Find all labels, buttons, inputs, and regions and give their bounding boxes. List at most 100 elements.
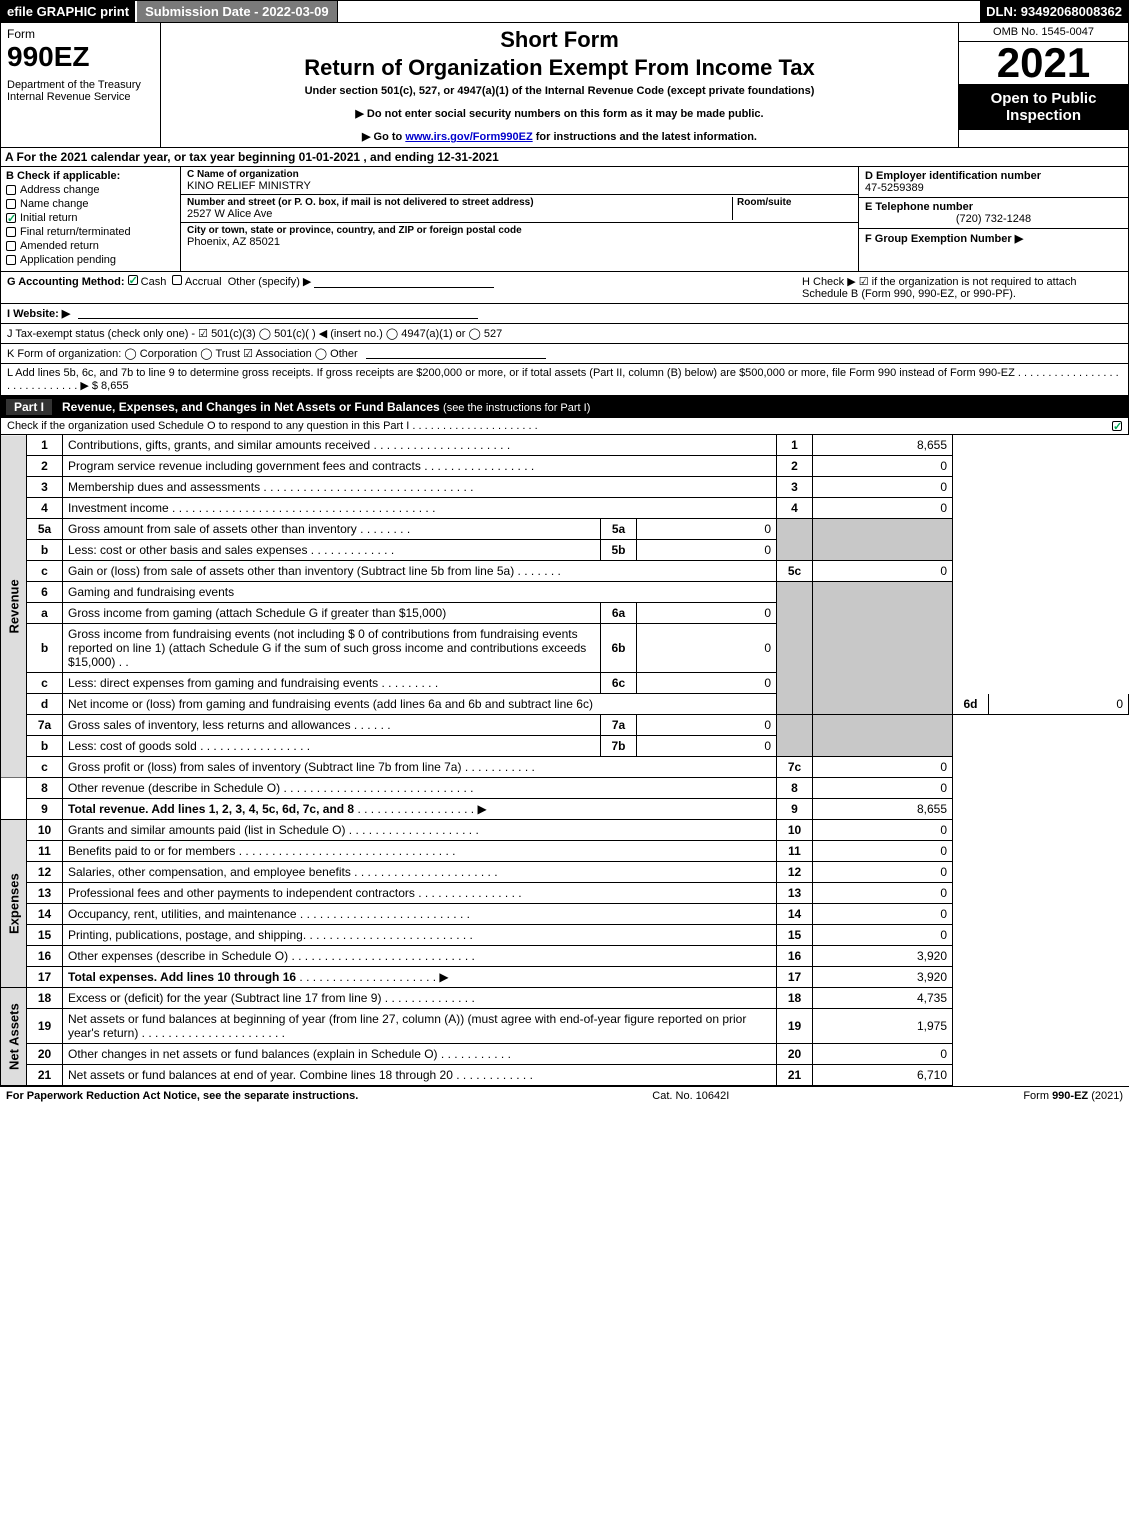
mid-value: 0 [637, 519, 777, 540]
line-20: 20Other changes in net assets or fund ba… [1, 1044, 1129, 1065]
line-3: 3 Membership dues and assessments . . . … [1, 477, 1129, 498]
ssn-note: ▶ Do not enter social security numbers o… [167, 107, 952, 120]
grey-cell [813, 519, 953, 561]
checkbox-icon [6, 185, 16, 195]
line-num: 11 [27, 841, 63, 862]
line-value: 0 [813, 862, 953, 883]
line-desc: Gross income from fundraising events (no… [68, 627, 586, 669]
line-4: 4 Investment income . . . . . . . . . . … [1, 498, 1129, 519]
cb-final-return[interactable]: Final return/terminated [6, 226, 175, 238]
line-desc: Net assets or fund balances at end of ye… [68, 1068, 453, 1082]
top-bar: efile GRAPHIC print Submission Date - 20… [0, 0, 1129, 23]
part-sub: (see the instructions for Part I) [443, 402, 590, 414]
street-address: 2527 W Alice Ave [187, 208, 732, 220]
line-16: 16Other expenses (describe in Schedule O… [1, 946, 1129, 967]
line-value: 0 [813, 820, 953, 841]
line-value: 0 [813, 757, 953, 778]
cb-amended[interactable]: Amended return [6, 240, 175, 252]
other-label: Other (specify) ▶ [228, 276, 312, 288]
line-num: a [27, 603, 63, 624]
cb-name-change[interactable]: Name change [6, 198, 175, 210]
line-ref: 9 [777, 799, 813, 820]
line-12: 12Salaries, other compensation, and empl… [1, 862, 1129, 883]
line-9: 9 Total revenue. Add lines 1, 2, 3, 4, 5… [1, 799, 1129, 820]
line-desc: Program service revenue including govern… [68, 459, 421, 473]
line-desc: Gaming and fundraising events [68, 585, 234, 599]
line-ref: 14 [777, 904, 813, 925]
line-value: 6,710 [813, 1065, 953, 1086]
line-num: 5a [27, 519, 63, 540]
other-org-input[interactable] [366, 347, 546, 359]
line-num: 12 [27, 862, 63, 883]
column-def: D Employer identification number 47-5259… [858, 167, 1128, 271]
line-ref: 1 [777, 435, 813, 456]
line-desc: Gross amount from sale of assets other t… [68, 522, 357, 536]
line-desc: Gross profit or (loss) from sales of inv… [68, 760, 461, 774]
line-5c: c Gain or (loss) from sale of assets oth… [1, 561, 1129, 582]
line-value: 3,920 [813, 946, 953, 967]
dln-label: DLN: 93492068008362 [980, 1, 1128, 22]
line-ref: 13 [777, 883, 813, 904]
line-value: 0 [813, 925, 953, 946]
line-value: 0 [813, 883, 953, 904]
section-a-text: A For the 2021 calendar year, or tax yea… [5, 150, 499, 164]
checkbox-icon [6, 241, 16, 251]
irs-link[interactable]: www.irs.gov/Form990EZ [405, 131, 532, 143]
line-value: 0 [813, 498, 953, 519]
line-desc: Investment income [68, 501, 169, 515]
line-ref: 15 [777, 925, 813, 946]
line-19: 19Net assets or fund balances at beginni… [1, 1009, 1129, 1044]
line-1: Revenue 1 Contributions, gifts, grants, … [1, 435, 1129, 456]
info-grid: B Check if applicable: Address change Na… [0, 167, 1129, 272]
tax-year: 2021 [959, 42, 1128, 84]
part-1-header: Part I Revenue, Expenses, and Changes in… [0, 396, 1129, 418]
cb-initial-return[interactable]: Initial return [6, 212, 175, 224]
line-value: 8,655 [813, 799, 953, 820]
line-num: 6 [27, 582, 63, 603]
mid-value: 0 [637, 736, 777, 757]
other-input[interactable] [314, 276, 494, 288]
line-ref: 16 [777, 946, 813, 967]
cb-label: Final return/terminated [20, 226, 131, 238]
header-center: Short Form Return of Organization Exempt… [161, 23, 958, 147]
subtitle: Under section 501(c), 527, or 4947(a)(1)… [167, 85, 952, 97]
line-value: 0 [813, 561, 953, 582]
line-num: c [27, 757, 63, 778]
room-suite: Room/suite [732, 197, 852, 220]
col-b-title: B Check if applicable: [6, 170, 175, 182]
cb-pending[interactable]: Application pending [6, 254, 175, 266]
goto-note: ▶ Go to www.irs.gov/Form990EZ for instru… [167, 130, 952, 143]
note2-pre: ▶ Go to [362, 131, 405, 143]
mid-ref: 6b [601, 624, 637, 673]
grey-cell [813, 582, 953, 715]
row-l: L Add lines 5b, 6c, and 7b to line 9 to … [0, 364, 1129, 396]
line-5b: b Less: cost or other basis and sales ex… [1, 540, 1129, 561]
mid-value: 0 [637, 540, 777, 561]
line-desc: Membership dues and assessments [68, 480, 260, 494]
line-desc: Less: cost or other basis and sales expe… [68, 543, 307, 557]
tax-exempt-status: J Tax-exempt status (check only one) - ☑… [7, 327, 502, 340]
grey-cell [813, 715, 953, 757]
grey-cell [777, 715, 813, 757]
website-input[interactable] [78, 307, 478, 319]
header-left: Form 990EZ Department of the Treasury In… [1, 23, 161, 147]
line-num: 3 [27, 477, 63, 498]
line-ref: 21 [777, 1065, 813, 1086]
line-17: 17Total expenses. Add lines 10 through 1… [1, 967, 1129, 988]
room-label: Room/suite [737, 197, 852, 208]
g-label: G Accounting Method: [7, 276, 125, 288]
line-8: 8 Other revenue (describe in Schedule O)… [1, 778, 1129, 799]
org-name-label: C Name of organization [187, 169, 852, 180]
line-desc: Occupancy, rent, utilities, and maintena… [68, 907, 297, 921]
footer-mid: Cat. No. 10642I [652, 1090, 729, 1102]
website-label: I Website: ▶ [7, 307, 70, 320]
checkbox-icon [6, 213, 16, 223]
line-desc: Grants and similar amounts paid (list in… [68, 823, 345, 837]
submission-date: Submission Date - 2022-03-09 [137, 1, 338, 22]
line-desc: Less: direct expenses from gaming and fu… [68, 676, 378, 690]
line-num: 9 [27, 799, 63, 820]
line-ref: 18 [777, 988, 813, 1009]
expenses-vert-label: Expenses [1, 820, 27, 988]
line-ref: 7c [777, 757, 813, 778]
cb-address-change[interactable]: Address change [6, 184, 175, 196]
